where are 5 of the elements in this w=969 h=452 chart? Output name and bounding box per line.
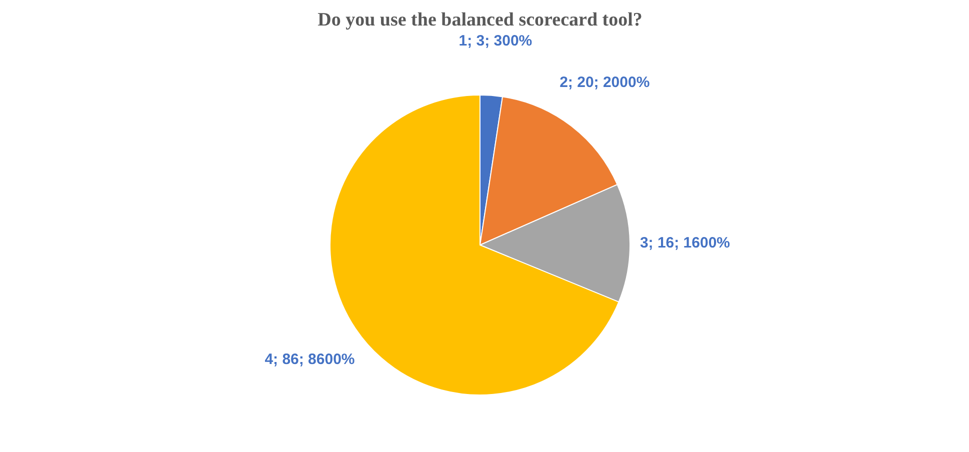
data-label: 4; 86; 8600% — [264, 351, 355, 368]
data-label: 3; 16; 1600% — [640, 234, 730, 252]
chart-title: Do you use the balanced scorecard tool? — [318, 10, 642, 31]
data-label: 2; 20; 2000% — [560, 74, 650, 92]
data-label: 1; 3; 300% — [458, 32, 532, 50]
